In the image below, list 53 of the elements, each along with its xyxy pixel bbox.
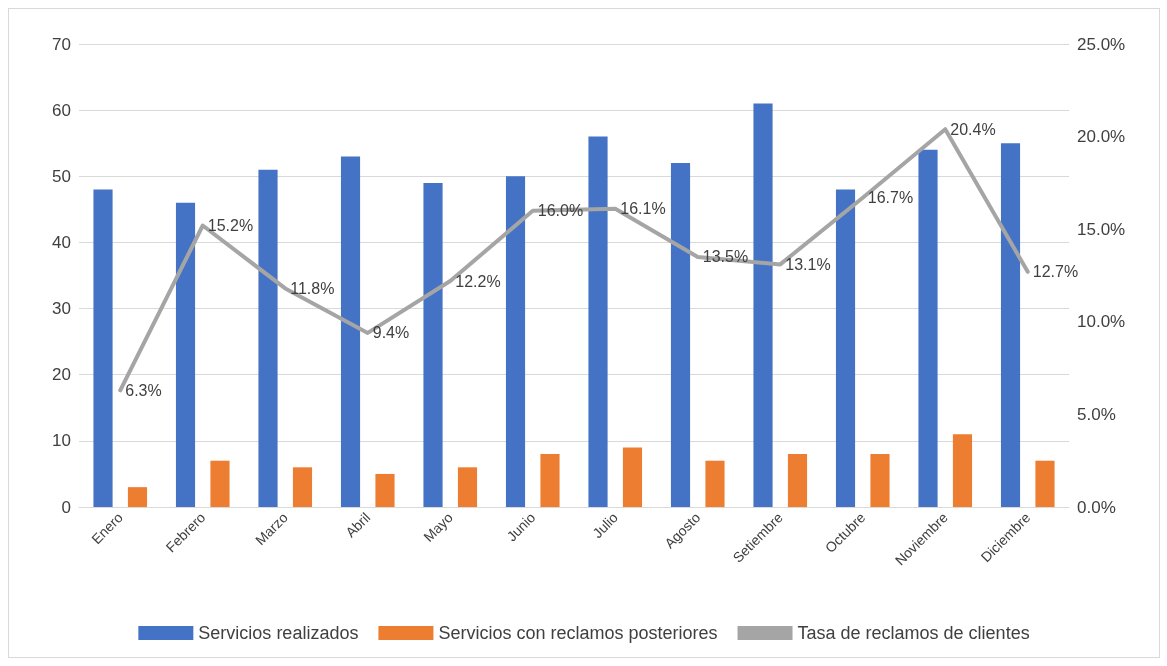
bar [93, 189, 113, 507]
y2-tick-label: 20.0% [1077, 127, 1126, 147]
data-label: 11.8% [290, 279, 335, 297]
bar [670, 163, 691, 507]
bar [622, 447, 643, 507]
y-tick-label: 70 [52, 34, 71, 54]
data-label: 20.4% [950, 120, 996, 138]
bar [457, 467, 478, 507]
bar [423, 182, 443, 507]
bar [588, 136, 608, 507]
y-tick-label: 20 [52, 365, 71, 385]
data-label: 13.5% [702, 248, 749, 266]
y2-tick-label: 25.0% [1077, 34, 1126, 54]
bar [375, 473, 395, 507]
bar [952, 434, 973, 507]
bar [210, 460, 230, 507]
data-label: 15.2% [207, 217, 254, 234]
bar [870, 454, 890, 507]
bar [340, 156, 361, 507]
y-tick-label: 30 [52, 299, 71, 319]
y2-tick-label: 5.0% [1077, 404, 1116, 424]
bar [835, 189, 856, 507]
y2-tick-label: 0.0% [1077, 497, 1116, 517]
bar [787, 454, 808, 507]
y-tick-label: 50 [52, 166, 71, 186]
legend-label: Tasa de reclamos de clientes [797, 623, 1030, 643]
bar [175, 202, 196, 507]
bar [127, 487, 148, 507]
data-label: 13.1% [785, 255, 831, 273]
bar [1000, 143, 1021, 507]
bar [540, 454, 560, 507]
bar [1035, 460, 1055, 507]
y-tick-label: 40 [52, 232, 71, 252]
y2-tick-label: 15.0% [1077, 219, 1126, 239]
y-tick-label: 60 [52, 100, 71, 120]
y-tick-label: 0 [61, 497, 71, 517]
data-label: 12.7% [1032, 263, 1079, 281]
data-label: 16.0% [537, 202, 584, 220]
bar [753, 103, 773, 507]
legend-label: Servicios realizados [198, 623, 359, 643]
data-label: 6.3% [125, 381, 162, 399]
bar [505, 176, 526, 507]
data-label: 12.2% [455, 272, 501, 290]
data-label: 9.4% [372, 324, 410, 342]
bar [918, 149, 938, 507]
y-tick-label: 10 [52, 431, 71, 451]
bar [292, 467, 313, 507]
data-label: 16.1% [620, 200, 666, 218]
legend-label: Servicios con reclamos posteriores [438, 623, 718, 643]
bar [258, 169, 278, 507]
y2-tick-label: 10.0% [1077, 312, 1126, 332]
data-label: 16.7% [867, 189, 914, 207]
bar [705, 460, 725, 507]
